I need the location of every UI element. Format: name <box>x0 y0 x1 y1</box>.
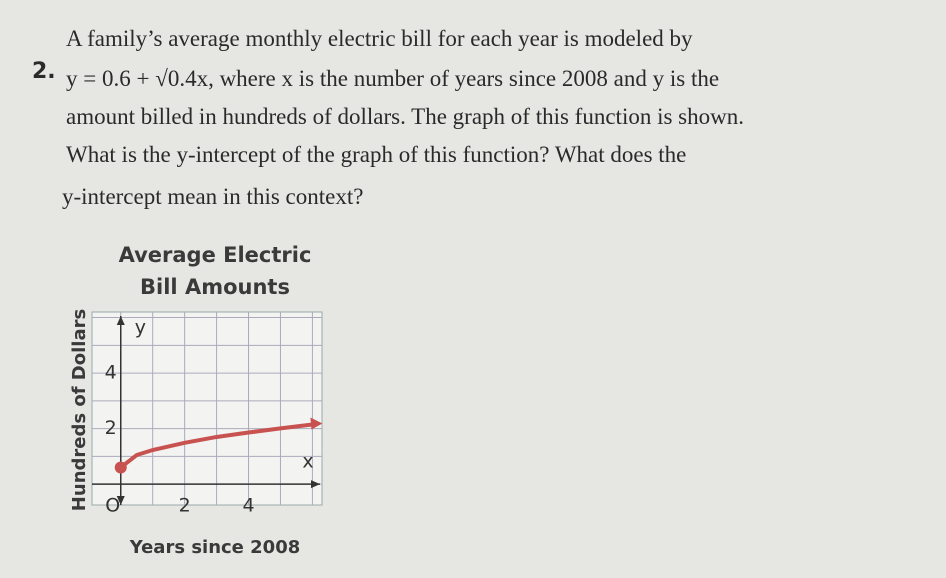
data-line <box>118 422 315 470</box>
problem-number: 2. <box>32 59 56 84</box>
text-line: A family’s average monthly electric bill… <box>66 26 693 51</box>
y-axis-arrow <box>116 316 125 325</box>
axis-letter: y <box>135 317 146 339</box>
x-tick-label: 4 <box>242 495 254 517</box>
x-axis-label: Years since 2008 <box>129 537 301 558</box>
chart-title: Average Electric <box>119 243 312 267</box>
start-point <box>114 461 127 474</box>
y-tick-label: 4 <box>105 362 117 384</box>
line-arrow <box>310 417 323 430</box>
text-line: y = 0.6 + √0.4x, where x is the number o… <box>66 66 719 91</box>
x-axis-arrow <box>311 480 320 489</box>
chart-title: Bill Amounts <box>140 275 290 299</box>
y-axis-label: Hundreds of Dollars <box>69 309 90 511</box>
text-line: What is the y-intercept of the graph of … <box>66 142 686 167</box>
text-line: y-intercept mean in this context? <box>62 184 363 209</box>
x-tick-label: 2 <box>179 495 191 517</box>
text-line: amount billed in hundreds of dollars. Th… <box>66 104 744 129</box>
y-tick-label: 2 <box>105 417 117 439</box>
origin-label: O <box>105 495 120 517</box>
axis-letter: x <box>302 451 313 473</box>
plot-background <box>91 311 323 506</box>
y-axis-arrow <box>116 496 125 505</box>
